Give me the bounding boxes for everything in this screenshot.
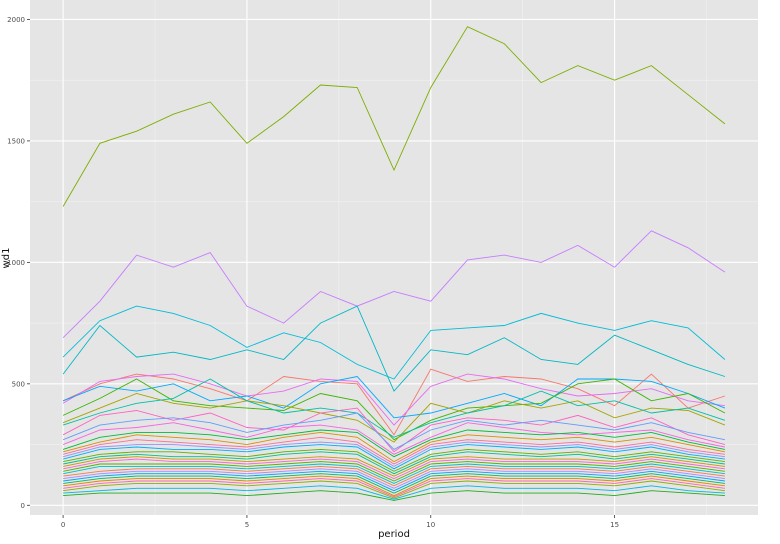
series-line-18 xyxy=(62,444,725,470)
series-line-13 xyxy=(62,422,725,455)
y-axis: 0 500 1000 1500 2000 xyxy=(7,16,30,510)
series-line-19 xyxy=(63,448,725,472)
series-line-31 xyxy=(63,480,725,499)
x-tick-label: 10 xyxy=(426,521,435,529)
series-line-2 xyxy=(62,230,726,339)
series-line-3 xyxy=(62,305,726,380)
series-line-9 xyxy=(62,393,726,443)
series-line-28 xyxy=(63,473,725,494)
series-line-29 xyxy=(63,475,725,497)
series-line-30 xyxy=(63,478,725,498)
series-line-11 xyxy=(62,407,726,453)
series-line-24 xyxy=(63,463,725,484)
series-line-10 xyxy=(62,378,726,438)
y-tick-label: 0 xyxy=(21,502,25,510)
series-line-23 xyxy=(63,461,725,482)
series-line-1 xyxy=(62,26,726,207)
series-line-33 xyxy=(63,490,725,501)
series-line-22 xyxy=(63,458,725,480)
series-line-21 xyxy=(63,456,725,477)
series-line-14 xyxy=(62,429,725,458)
y-tick-label: 1000 xyxy=(7,259,25,267)
series-line-17 xyxy=(62,441,725,467)
y-tick-label: 500 xyxy=(12,380,25,388)
series-line-6 xyxy=(62,373,725,426)
series-line-32 xyxy=(63,485,725,500)
x-axis: 0 5 10 15 xyxy=(61,515,619,529)
series-line-15 xyxy=(62,431,725,463)
y-tick-label: 1500 xyxy=(7,137,25,145)
series-line-16 xyxy=(62,436,725,465)
x-axis-label: period xyxy=(378,529,410,540)
series-lines xyxy=(62,26,726,501)
series-line-12 xyxy=(62,412,725,450)
grid-lines xyxy=(30,0,758,515)
series-line-4 xyxy=(62,305,726,392)
series-line-26 xyxy=(63,468,725,489)
y-axis-label: wd1 xyxy=(1,248,12,269)
series-line-25 xyxy=(63,465,725,487)
panel-background xyxy=(30,0,758,515)
x-tick-label: 0 xyxy=(61,521,65,529)
series-line-27 xyxy=(63,470,725,492)
series-line-8 xyxy=(62,378,726,441)
y-tick-label: 2000 xyxy=(7,16,25,24)
series-line-5 xyxy=(62,368,726,436)
series-line-20 xyxy=(63,451,725,475)
x-tick-label: 15 xyxy=(610,521,619,529)
x-tick-label: 5 xyxy=(245,521,249,529)
